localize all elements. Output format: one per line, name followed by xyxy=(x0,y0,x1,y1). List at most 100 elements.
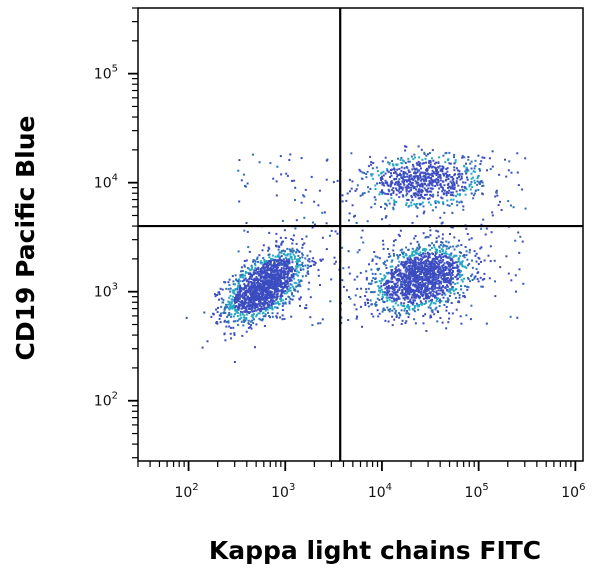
scatter-point xyxy=(423,151,426,154)
scatter-point xyxy=(453,174,456,177)
scatter-point xyxy=(277,272,280,275)
scatter-point xyxy=(423,247,426,250)
scatter-point xyxy=(255,287,258,290)
scatter-point xyxy=(414,260,417,263)
scatter-point xyxy=(280,285,282,288)
scatter-point xyxy=(439,169,442,172)
scatter-point xyxy=(267,273,270,276)
scatter-point xyxy=(258,300,260,303)
scatter-point xyxy=(264,280,267,283)
scatter-point xyxy=(275,240,278,243)
scatter-point xyxy=(380,178,382,181)
scatter-point xyxy=(417,160,420,163)
scatter-point xyxy=(411,271,414,274)
scatter-point xyxy=(431,311,434,314)
scatter-point xyxy=(246,267,249,270)
scatter-point xyxy=(417,267,420,270)
scatter-point xyxy=(281,309,284,311)
scatter-point xyxy=(276,254,279,257)
scatter-point xyxy=(383,282,386,285)
scatter-point xyxy=(236,299,239,302)
scatter-point xyxy=(451,259,454,262)
scatter-point xyxy=(254,309,257,312)
scatter-point xyxy=(391,280,394,283)
scatter-point xyxy=(413,293,416,296)
scatter-point xyxy=(464,285,467,288)
scatter-point xyxy=(221,288,224,291)
scatter-point xyxy=(367,186,369,189)
scatter-point xyxy=(356,251,359,254)
scatter-point xyxy=(203,311,206,314)
scatter-point xyxy=(451,183,454,186)
scatter-point xyxy=(448,281,450,284)
scatter-point xyxy=(278,275,281,278)
scatter-point xyxy=(259,267,262,270)
scatter-point xyxy=(310,175,313,178)
scatter-point xyxy=(381,193,384,196)
scatter-point xyxy=(406,175,409,178)
scatter-point xyxy=(236,293,238,296)
scatter-point xyxy=(402,172,405,175)
scatter-point xyxy=(265,295,268,298)
scatter-point xyxy=(289,298,292,300)
scatter-point xyxy=(454,283,457,285)
scatter-point xyxy=(244,302,247,305)
scatter-point xyxy=(234,320,237,323)
scatter-point xyxy=(273,260,276,263)
scatter-point xyxy=(237,250,240,253)
scatter-point xyxy=(398,191,401,194)
scatter-point xyxy=(423,210,426,213)
scatter-point xyxy=(297,254,300,257)
scatter-point xyxy=(415,203,418,205)
scatter-point xyxy=(381,160,384,163)
scatter-point xyxy=(431,169,434,172)
scatter-point xyxy=(437,235,440,238)
scatter-point xyxy=(278,262,281,264)
scatter-point xyxy=(281,240,284,243)
scatter-point xyxy=(378,257,381,260)
scatter-point xyxy=(401,278,404,281)
scatter-point xyxy=(370,206,373,209)
scatter-point xyxy=(407,304,409,306)
scatter-point xyxy=(259,300,262,302)
scatter-point xyxy=(251,303,254,305)
scatter-point xyxy=(444,179,447,182)
scatter-point xyxy=(453,186,456,189)
scatter-point xyxy=(286,274,289,277)
scatter-point xyxy=(428,287,431,290)
scatter-point xyxy=(401,292,404,295)
scatter-point xyxy=(475,252,478,255)
scatter-point xyxy=(450,302,453,304)
scatter-point xyxy=(401,304,404,307)
scatter-point xyxy=(355,188,358,191)
scatter-point xyxy=(387,199,390,202)
scatter-point xyxy=(427,281,430,284)
scatter-point xyxy=(401,177,404,179)
scatter-point xyxy=(428,268,431,270)
scatter-point xyxy=(216,294,219,296)
scatter-point xyxy=(416,171,419,174)
scatter-point xyxy=(470,160,473,163)
scatter-point xyxy=(406,296,408,298)
scatter-point xyxy=(466,178,469,181)
scatter-point xyxy=(422,197,425,200)
scatter-point xyxy=(413,254,416,257)
scatter-point xyxy=(448,189,451,192)
scatter-point xyxy=(415,188,418,191)
scatter-point xyxy=(429,265,432,268)
scatter-point xyxy=(417,276,420,279)
scatter-point xyxy=(247,283,250,286)
scatter-point xyxy=(460,244,463,247)
scatter-point xyxy=(267,276,270,279)
scatter-point xyxy=(232,291,235,294)
scatter-point xyxy=(421,276,424,279)
scatter-point xyxy=(482,218,485,221)
scatter-point xyxy=(382,191,384,194)
scatter-point xyxy=(247,301,250,304)
scatter-point xyxy=(443,304,446,306)
scatter-point xyxy=(365,270,368,273)
scatter-point xyxy=(419,185,421,188)
scatter-point xyxy=(388,310,391,313)
scatter-point xyxy=(291,293,293,296)
scatter-point xyxy=(380,288,383,291)
